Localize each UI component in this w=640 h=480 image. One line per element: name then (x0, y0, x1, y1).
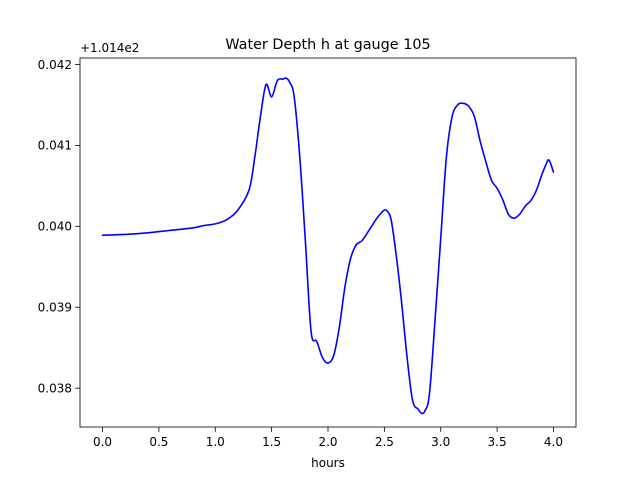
y-tick-label: 0.041 (38, 139, 72, 153)
y-axis: 0.038 0.039 0.040 0.041 0.042 (38, 58, 80, 395)
x-tick-label: 3.0 (431, 435, 450, 449)
chart-title: Water Depth h at gauge 105 (225, 37, 430, 53)
x-axis-label: hours (311, 456, 345, 470)
series-line (101, 77, 555, 415)
x-tick-label: 0.0 (93, 435, 112, 449)
x-tick-label: 1.5 (262, 435, 281, 449)
x-tick-label: 3.5 (488, 435, 507, 449)
y-tick-label: 0.038 (38, 381, 72, 395)
y-tick-label: 0.039 (38, 301, 72, 315)
plot-area (80, 58, 576, 427)
x-tick-label: 1.0 (206, 435, 225, 449)
y-offset-label: +1.014e2 (80, 41, 139, 55)
x-axis: 0.0 0.5 1.0 1.5 2.0 2.5 3.0 3.5 4.0 (93, 427, 563, 449)
y-tick-label: 0.040 (38, 220, 72, 234)
y-tick-label: 0.042 (38, 58, 72, 72)
x-tick-label: 2.0 (318, 435, 337, 449)
x-tick-label: 2.5 (375, 435, 394, 449)
x-tick-label: 4.0 (544, 435, 563, 449)
x-tick-label: 0.5 (149, 435, 168, 449)
